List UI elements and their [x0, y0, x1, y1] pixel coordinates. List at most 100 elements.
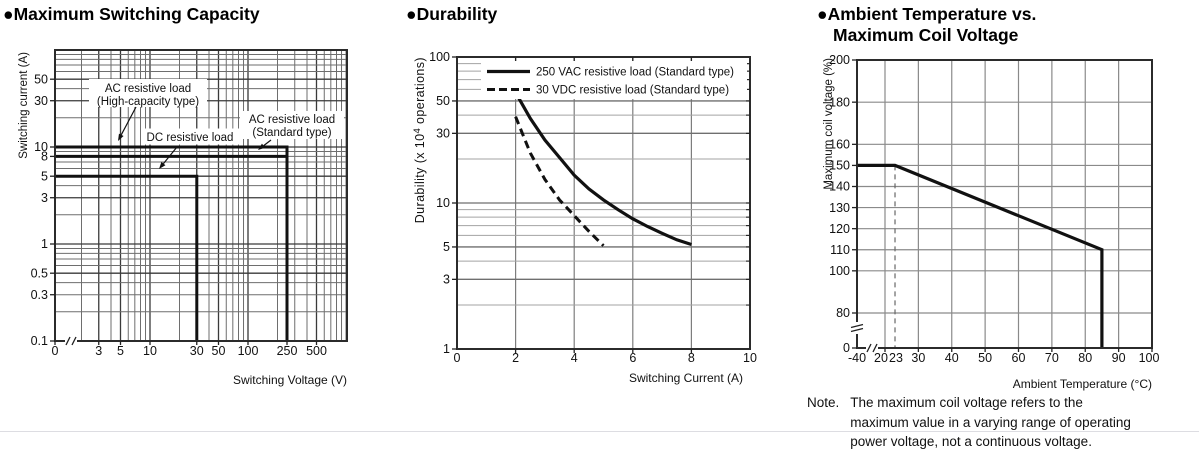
chart3-title-line2: Maximum Coil Voltage [833, 25, 1019, 45]
y-tick-label: 150 [829, 159, 850, 173]
note-label: Note. [807, 395, 840, 410]
x-tick-label: 8 [688, 351, 695, 365]
chart3-title-line1: ●Ambient Temperature vs. [817, 4, 1037, 24]
x-tick-label: 30 [911, 351, 925, 365]
series-annotation: DC resistive load [141, 128, 239, 169]
y-tick-label: 200 [829, 53, 850, 67]
x-tick-label: 50 [978, 351, 992, 365]
legend: 250 VAC resistive load (Standard type) 30… [481, 61, 747, 99]
x-tick-label: 40 [945, 351, 959, 365]
x-tick-label: 0 [52, 344, 59, 358]
x-tick-label: 10 [743, 351, 757, 365]
chart2-title-line1: ●Durability [406, 4, 498, 24]
series-1 [514, 116, 605, 247]
annotation-label: (Standard type) [252, 127, 331, 139]
ticks [50, 78, 318, 345]
y-axis-title: Switching current (A) [18, 52, 30, 159]
y-tick-label: 0.1 [31, 334, 48, 348]
y-tick-label: 10 [34, 140, 48, 154]
x-tick-label: 50 [212, 344, 226, 358]
x-tick-label: 4 [571, 351, 578, 365]
series-0 [857, 163, 1104, 348]
x-axis-title: Switching Voltage (V) [233, 373, 347, 387]
annotation-arrowhead [258, 143, 266, 150]
y-tick-label: 5 [443, 240, 450, 254]
annotation-arrowhead [118, 133, 124, 141]
ambient-temperature-chart: -40 20 23 30 40 50 60 70 80 90 100 200 180 160 150 140 1… [823, 53, 1159, 391]
axis-break-slash [850, 323, 864, 329]
axis-break-icon [866, 343, 878, 353]
y-axis-title: Durability (x 104 operations) [412, 57, 427, 223]
y-tick-label: 80 [836, 306, 850, 320]
curves [857, 163, 1104, 348]
annotation-label: AC resistive load [249, 114, 335, 126]
grid [457, 57, 750, 349]
annotation-arrow [258, 139, 272, 150]
y-tick-label: 130 [829, 201, 850, 215]
y-tick-label: 10 [436, 196, 450, 210]
y-tick-label: 120 [829, 222, 850, 236]
x-tick-label: 250 [277, 344, 298, 358]
annotation-label: DC resistive load [147, 132, 234, 144]
legend-entry-label: 250 VAC resistive load (Standard type) [536, 67, 734, 79]
annotation-arrow-line [162, 146, 178, 164]
plot-border [856, 59, 1153, 349]
x-tick-label: 90 [1112, 351, 1126, 365]
axis-break-icon [65, 336, 77, 346]
y-tick-label: 100 [429, 50, 450, 64]
series-annotation: AC resistive load(High-capacity type) [89, 79, 207, 141]
y-tick-label: 160 [829, 138, 850, 152]
y-tick-label: 5 [41, 169, 48, 183]
y-tick-label: 180 [829, 95, 850, 109]
axis-break-slash [866, 343, 872, 353]
annotation-bg [240, 111, 344, 139]
y-tick-label: 140 [829, 180, 850, 194]
y-tick-label: 0.3 [31, 288, 48, 302]
y-tick-label: 30 [436, 127, 450, 141]
grid [857, 60, 1152, 348]
chart1-title-line1: ●Maximum Switching Capacity [3, 4, 260, 24]
y-tick-label: 3 [443, 273, 450, 287]
y-tick-label: 3 [41, 191, 48, 205]
y-tick-label: 110 [830, 243, 850, 257]
coil-voltage-note: Note. The maximum coil voltage refers to… [807, 393, 1131, 452]
x-tick-label: 20 [874, 351, 888, 365]
annotation-arrow-line [120, 106, 137, 136]
legend-entry-label: 30 VDC resistive load (Standard type) [536, 85, 729, 97]
axis-break-slash [65, 336, 71, 346]
chart2-title: ●Durability [406, 4, 497, 25]
section-divider [0, 431, 1199, 432]
annotation-arrow [159, 146, 178, 169]
x-tick-label: 80 [1078, 351, 1092, 365]
chart3-title: ●Ambient Temperature vs. Maximum Coil Vo… [817, 4, 1036, 46]
x-axis-title: Switching Current (A) [629, 371, 743, 385]
y-tick-label: 50 [34, 72, 48, 86]
note-line: The maximum coil voltage refers to the [850, 395, 1083, 410]
x-tick-label: 60 [1012, 351, 1026, 365]
legend-bg [481, 61, 747, 99]
x-tick-label: 3 [95, 344, 102, 358]
y-axis-title: Maximum coil voltage (%) [823, 58, 835, 190]
annotation-bg [89, 79, 207, 107]
x-tick-label: 100 [238, 344, 259, 358]
x-tick-label: 6 [629, 351, 636, 365]
annotation-label: AC resistive load [105, 83, 191, 95]
x-tick-label: 10 [143, 344, 157, 358]
annotation-arrowhead [159, 161, 166, 169]
x-tick-label: 30 [190, 344, 204, 358]
axis-break-slash [872, 343, 878, 353]
curves [514, 91, 692, 247]
axis-break-icon [850, 322, 864, 334]
axis-break-slash [71, 336, 77, 346]
maximum-switching-capacity-chart: 0 3 5 10 30 50 100 250 50050301085310.50.30.1AC … [18, 49, 348, 387]
y-tick-label: 100 [829, 264, 850, 278]
durability-chart: 0 2 4 6 8 10 100 50 30 10 5 3 1 250 VAC resistive loa… [412, 50, 757, 385]
ticks [852, 59, 1153, 352]
y-tick-label: 8 [41, 150, 48, 164]
note-line: maximum value in a varying range of oper… [850, 414, 1131, 430]
x-tick-label: -40 [848, 351, 866, 365]
annotation-arrow [118, 106, 137, 141]
chart1-title: ●Maximum Switching Capacity [3, 4, 260, 25]
annotation-bg [141, 128, 239, 145]
